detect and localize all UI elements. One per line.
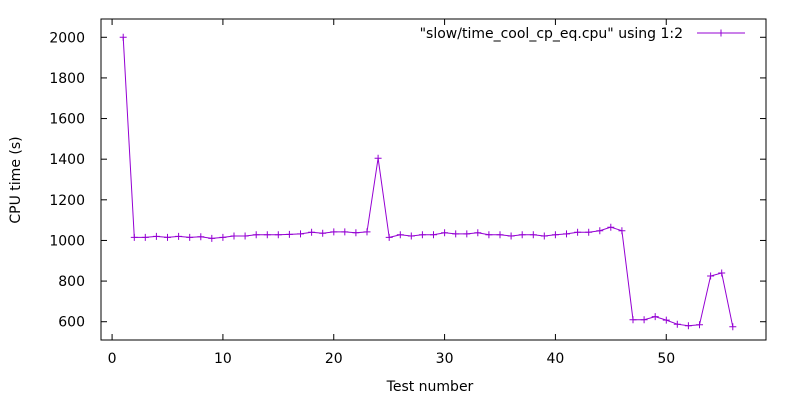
plot-frame (100, 18, 767, 341)
data-point (640, 316, 648, 324)
data-point (574, 228, 582, 236)
y-tick-label: 1600 (49, 112, 85, 128)
data-point (219, 233, 227, 241)
x-tick-label: 40 (547, 351, 565, 367)
data-point (164, 233, 171, 241)
data-point (241, 232, 249, 240)
data-point (308, 228, 316, 236)
x-tick-label: 10 (214, 351, 232, 367)
y-tick-label: 1200 (49, 193, 85, 209)
data-point (263, 231, 271, 239)
data-point (119, 33, 127, 41)
data-point (596, 227, 604, 235)
data-point (673, 320, 681, 328)
y-tick-label: 1800 (49, 71, 85, 87)
y-tick-label: 600 (58, 315, 85, 331)
data-point (518, 231, 526, 239)
series-line (122, 37, 734, 327)
data-point (618, 227, 626, 235)
legend-sample-line (697, 29, 745, 37)
data-point (585, 228, 593, 236)
data-point (551, 231, 559, 239)
x-tick-label: 20 (325, 351, 343, 367)
legend-label: "slow/time_cool_cp_eq.cpu" using 1:2 (420, 26, 683, 42)
series-layer (119, 33, 737, 331)
legend-marker (717, 29, 725, 37)
data-point (463, 230, 471, 238)
x-tick-label: 50 (657, 351, 675, 367)
axis-ticks: 0 10 20 30 40 50 600 800 1000 1200 1400 1600 1800 200… (49, 19, 766, 367)
y-tick-label: 800 (58, 274, 85, 290)
data-point (441, 229, 449, 237)
data-point (341, 228, 349, 236)
data-point (662, 316, 670, 324)
data-point (607, 223, 615, 231)
x-tick-label: 0 (108, 351, 117, 367)
data-point (430, 231, 437, 239)
data-point (396, 231, 404, 239)
data-point (729, 323, 737, 331)
y-tick-label: 1000 (49, 233, 85, 249)
data-point (297, 230, 304, 238)
data-point (230, 232, 238, 240)
data-point (696, 321, 703, 329)
data-point (507, 232, 515, 240)
data-point (452, 230, 460, 238)
x-axis-label: Test number (386, 379, 474, 395)
y-tick-label: 1400 (49, 152, 85, 168)
data-point (352, 229, 360, 237)
data-point (285, 230, 293, 238)
data-point (496, 231, 504, 239)
y-tick-label: 2000 (49, 30, 85, 46)
data-point (718, 269, 726, 277)
data-point (274, 231, 282, 239)
data-point (363, 228, 371, 236)
data-point (540, 232, 548, 240)
data-point (629, 316, 637, 324)
data-point (418, 231, 426, 239)
data-point (152, 232, 160, 240)
data-point (319, 229, 327, 237)
x-tick-label: 30 (436, 351, 454, 367)
data-point (330, 228, 338, 236)
data-point (374, 154, 382, 162)
data-point (485, 231, 493, 239)
data-point (385, 233, 393, 241)
data-point (175, 232, 183, 240)
data-point (529, 231, 537, 239)
data-point (252, 231, 260, 239)
data-point (208, 234, 216, 242)
data-point (130, 233, 138, 241)
legend: "slow/time_cool_cp_eq.cpu" using 1:2 (420, 26, 745, 42)
data-point (197, 233, 205, 241)
data-point (651, 313, 659, 321)
y-axis-label: CPU time (s) (8, 136, 24, 223)
data-point (186, 233, 194, 241)
data-point (474, 229, 482, 237)
data-point (707, 272, 715, 280)
data-point (684, 322, 692, 330)
data-point (141, 233, 149, 241)
data-point (563, 230, 570, 238)
data-point (407, 232, 415, 240)
